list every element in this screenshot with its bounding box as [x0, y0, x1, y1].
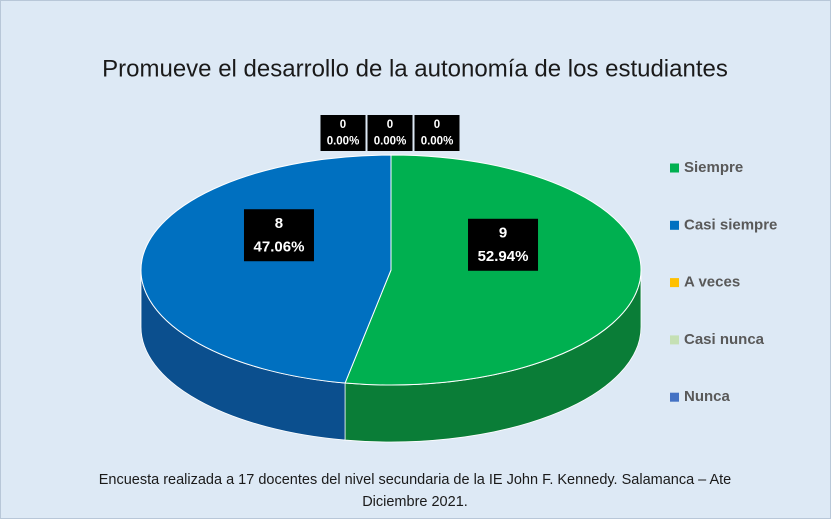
- data-label: 0: [387, 119, 393, 131]
- data-label-box: [468, 218, 539, 271]
- data-label: 0: [434, 119, 440, 131]
- data-label: 0.00%: [421, 136, 454, 148]
- data-label: 0.00%: [374, 136, 407, 148]
- legend-label: Siempre: [684, 159, 743, 176]
- legend-swatch: [670, 278, 679, 288]
- legend-label: A veces: [684, 274, 740, 291]
- data-label: 52.94%: [478, 248, 529, 265]
- legend-swatch: [670, 335, 679, 345]
- data-label: 9: [499, 224, 507, 241]
- legend-swatch: [670, 220, 679, 230]
- data-label-box: [414, 115, 460, 151]
- data-label: 0.00%: [327, 136, 360, 148]
- legend-swatch: [670, 392, 679, 402]
- legend-swatch: [670, 163, 679, 173]
- legend-label: Casi siempre: [684, 216, 777, 233]
- data-label: 8: [275, 215, 283, 232]
- legend-label: Casi nunca: [684, 331, 765, 348]
- footnote: Encuesta realizada a 17 docentes del niv…: [99, 472, 732, 488]
- data-label: 0: [340, 119, 346, 131]
- slice: [140, 154, 392, 384]
- legend-label: Nunca: [684, 388, 731, 405]
- footnote: Diciembre 2021.: [362, 494, 468, 510]
- data-label: 47.06%: [254, 239, 305, 256]
- data-label-box: [367, 115, 413, 151]
- chart-title: Promueve el desarrollo de la autonomía d…: [102, 55, 728, 82]
- data-label-box: [320, 115, 366, 151]
- data-label-box: [243, 209, 314, 262]
